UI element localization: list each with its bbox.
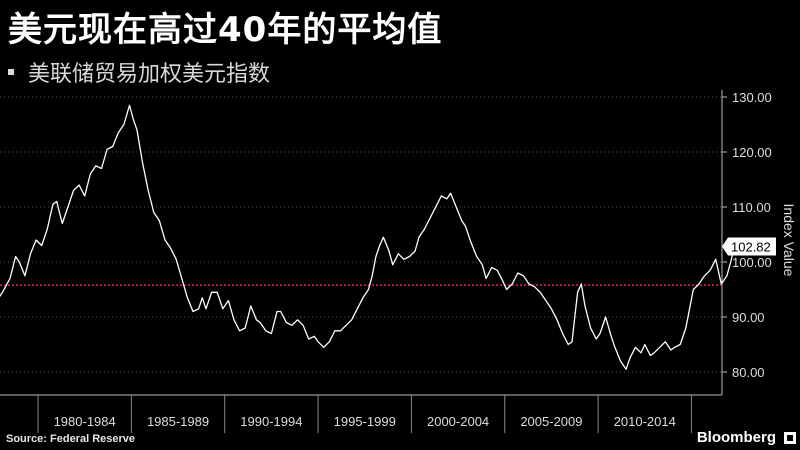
bloomberg-logo-mark [784, 432, 796, 444]
last-value-label: 102.82 [731, 239, 771, 254]
x-tick-label: 1990-1994 [240, 414, 302, 429]
y-tick-label: 80.00 [732, 365, 765, 380]
y-axis-title: Index Value [781, 204, 797, 277]
x-tick-label: 1995-1999 [334, 414, 396, 429]
chart-title: 美元现在高过40年的平均值 [8, 10, 443, 50]
bloomberg-logo: Bloomberg [696, 429, 776, 446]
series-line [0, 104, 736, 370]
chart-subtitle-text: 美联储贸易加权美元指数 [28, 62, 271, 87]
x-tick-label: 2005-2009 [520, 414, 582, 429]
last-value-box [722, 237, 776, 256]
y-tick-label: 120.00 [732, 145, 772, 160]
y-tick-label: 90.00 [732, 310, 765, 325]
y-tick-label: 130.00 [732, 90, 772, 105]
source-note: Source: Federal Reserve [6, 433, 136, 445]
x-tick-label: 1980-1984 [54, 414, 116, 429]
y-tick-label: 100.00 [732, 255, 772, 270]
x-tick-label: 2010-2014 [614, 414, 676, 429]
y-tick-label: 110.00 [732, 200, 771, 215]
x-tick-label: 1985-1989 [147, 414, 209, 429]
bullet-marker [8, 69, 14, 75]
chart-subtitle: 美联储贸易加权美元指数 [8, 56, 270, 88]
x-tick-label: 2000-2004 [427, 414, 489, 429]
